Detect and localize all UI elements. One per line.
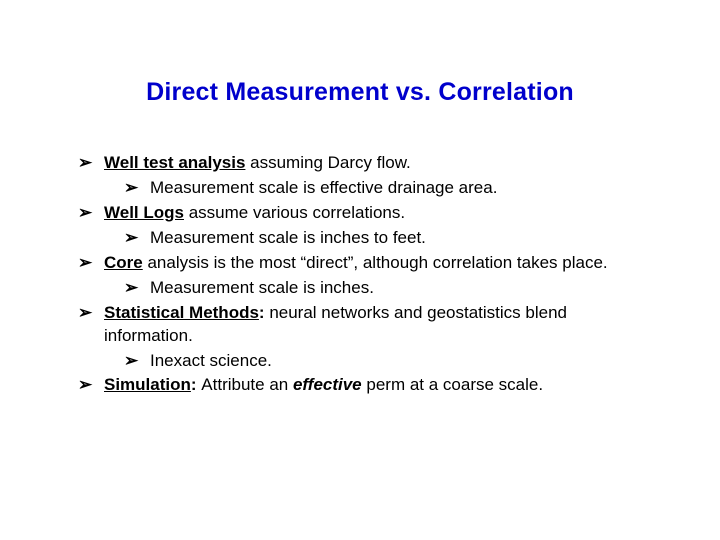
chevron-right-icon: ➢ <box>78 302 98 325</box>
list-item: ➢ Well test analysis assuming Darcy flow… <box>78 152 648 175</box>
list-item-text: Measurement scale is effective drainage … <box>150 177 648 200</box>
slide-body: ➢ Well test analysis assuming Darcy flow… <box>78 152 648 399</box>
list-item-text: Well Logs assume various correlations. <box>104 202 648 225</box>
list-item: ➢ Core analysis is the most “direct”, al… <box>78 252 648 275</box>
list-item: ➢ Simulation: Attribute an effective per… <box>78 374 648 397</box>
list-item-text: Inexact science. <box>150 350 648 373</box>
list-item-text: Measurement scale is inches. <box>150 277 648 300</box>
slide: Direct Measurement vs. Correlation ➢ Wel… <box>0 0 720 540</box>
chevron-right-icon: ➢ <box>124 277 144 300</box>
list-item-text: Core analysis is the most “direct”, alth… <box>104 252 648 275</box>
chevron-right-icon: ➢ <box>124 227 144 250</box>
list-item: ➢ Well Logs assume various correlations. <box>78 202 648 225</box>
list-item-text: Well test analysis assuming Darcy flow. <box>104 152 648 175</box>
chevron-right-icon: ➢ <box>78 152 98 175</box>
list-item-text: Simulation: Attribute an effective perm … <box>104 374 648 397</box>
slide-title: Direct Measurement vs. Correlation <box>0 78 720 107</box>
chevron-right-icon: ➢ <box>78 252 98 275</box>
list-item: ➢ Statistical Methods: neural networks a… <box>78 302 648 348</box>
chevron-right-icon: ➢ <box>78 374 98 397</box>
list-item-text: Statistical Methods: neural networks and… <box>104 302 648 348</box>
list-item: ➢ Inexact science. <box>124 350 648 373</box>
list-item: ➢ Measurement scale is inches. <box>124 277 648 300</box>
list-item: ➢ Measurement scale is effective drainag… <box>124 177 648 200</box>
list-item: ➢ Measurement scale is inches to feet. <box>124 227 648 250</box>
chevron-right-icon: ➢ <box>124 350 144 373</box>
chevron-right-icon: ➢ <box>78 202 98 225</box>
chevron-right-icon: ➢ <box>124 177 144 200</box>
list-item-text: Measurement scale is inches to feet. <box>150 227 648 250</box>
